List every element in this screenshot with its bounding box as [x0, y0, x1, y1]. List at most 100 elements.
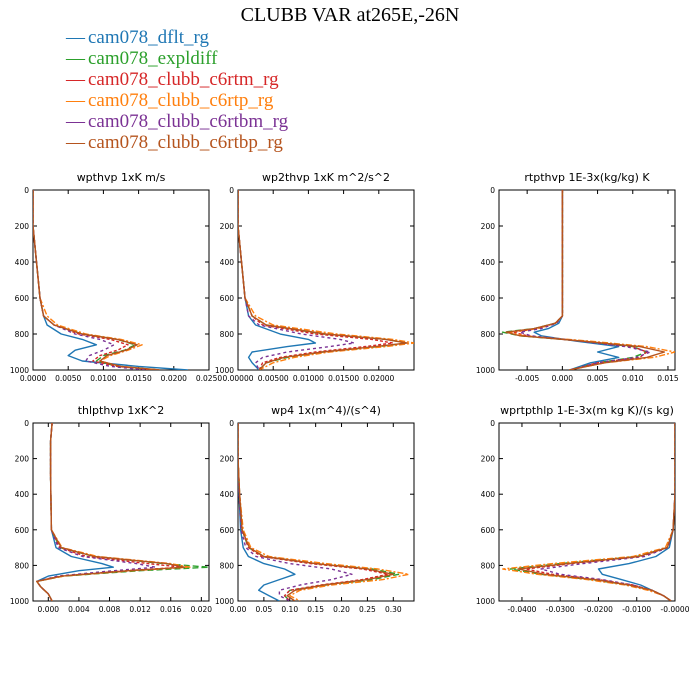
- series-line: [505, 190, 666, 370]
- x-tick-label: 0.00: [230, 605, 247, 614]
- x-tick-label: -0.0200: [584, 605, 613, 614]
- x-tick-label: 0.005: [587, 374, 609, 383]
- y-tick-label: 1000: [10, 597, 29, 606]
- legend-line-swatch: —: [66, 132, 85, 153]
- x-tick-label: 0.01500: [328, 374, 359, 383]
- x-tick-label: 0.004: [68, 605, 90, 614]
- x-tick-label: 0.0250: [196, 374, 222, 383]
- y-tick-label: 400: [15, 490, 30, 499]
- plot-frame: [237, 422, 415, 602]
- series-line: [36, 423, 186, 601]
- x-tick-label: 0.30: [385, 605, 402, 614]
- plot-frame: [498, 189, 676, 371]
- legend-entry: — cam078_clubb_c6rtm_rg: [66, 69, 288, 90]
- x-tick-label: -0.0300: [546, 605, 575, 614]
- y-tick-label: 1000: [476, 366, 495, 375]
- x-tick-label: 0.012: [129, 605, 151, 614]
- chart-panel: wprtpthlp 1-E-3x(m kg K)/(s kg) 0 200 400 60…: [476, 404, 690, 614]
- x-tick-label: -0.0100: [622, 605, 651, 614]
- x-tick-label: 0.000: [552, 374, 574, 383]
- legend-entry: — cam078_clubb_c6rtbm_rg: [66, 111, 288, 132]
- legend-label: cam078_dflt_rg: [88, 27, 210, 48]
- series-line: [597, 423, 675, 601]
- plot-frame: [32, 189, 210, 371]
- y-tick-label: 600: [15, 526, 30, 535]
- series-line: [33, 190, 160, 370]
- y-tick-label: 0: [490, 419, 495, 428]
- y-tick-label: 0: [229, 186, 234, 195]
- series-line: [33, 190, 160, 370]
- y-tick-label: 600: [481, 294, 496, 303]
- legend-line-swatch: —: [66, 69, 85, 90]
- series-line: [509, 423, 675, 601]
- legend-line-swatch: —: [66, 48, 85, 69]
- x-tick-label: 0.02000: [363, 374, 394, 383]
- x-tick-label: 0.25: [359, 605, 376, 614]
- series-line: [238, 423, 353, 601]
- y-tick-label: 400: [15, 258, 30, 267]
- series-line: [238, 190, 414, 370]
- y-tick-label: 1000: [215, 366, 234, 375]
- legend-label: cam078_expldiff: [88, 48, 218, 69]
- series-line: [33, 190, 160, 370]
- series-line: [501, 190, 648, 370]
- y-tick-label: 800: [481, 561, 496, 570]
- y-tick-label: 400: [481, 490, 496, 499]
- plot-frame: [498, 422, 676, 602]
- y-tick-label: 200: [15, 455, 30, 464]
- panel-title: thlpthvp 1xK^2: [78, 404, 165, 417]
- x-tick-label: 0.20: [333, 605, 350, 614]
- series-line: [36, 423, 209, 601]
- legend-label: cam078_clubb_c6rtp_rg: [88, 90, 274, 111]
- y-tick-label: 400: [220, 258, 235, 267]
- y-tick-label: 1000: [215, 597, 234, 606]
- x-tick-label: 0.000: [38, 605, 60, 614]
- x-tick-label: 0.0050: [55, 374, 81, 383]
- legend-line-swatch: —: [66, 90, 85, 111]
- x-tick-label: 0.0150: [125, 374, 151, 383]
- x-tick-label: 0.00500: [258, 374, 289, 383]
- y-tick-label: 600: [220, 526, 235, 535]
- legend-entry: — cam078_expldiff: [66, 48, 288, 69]
- series-line: [238, 423, 296, 601]
- legend-line-swatch: —: [66, 27, 85, 48]
- legend-entry: — cam078_clubb_c6rtbp_rg: [66, 132, 288, 153]
- y-tick-label: 600: [220, 294, 235, 303]
- x-tick-label: -0.0000: [661, 605, 690, 614]
- y-tick-label: 0: [490, 186, 495, 195]
- y-tick-label: 0: [24, 186, 29, 195]
- series-line: [512, 190, 648, 370]
- series-line: [238, 190, 408, 370]
- series-line: [238, 423, 394, 601]
- legend-label: cam078_clubb_c6rtbp_rg: [88, 132, 283, 153]
- panel-title: wpthvp 1xK m/s: [77, 171, 166, 184]
- x-tick-label: 0.015: [657, 374, 679, 383]
- y-tick-label: 200: [15, 222, 30, 231]
- y-tick-label: 600: [15, 294, 30, 303]
- legend-entry: — cam078_dflt_rg: [66, 27, 288, 48]
- series-line: [540, 423, 675, 601]
- y-tick-label: 0: [229, 419, 234, 428]
- y-tick-label: 200: [481, 222, 496, 231]
- figure-title: CLUBB VAR at265E,-26N: [240, 4, 460, 26]
- plot-frame: [32, 422, 210, 602]
- panel-title: wprtpthlp 1-E-3x(m kg K)/(s kg): [500, 404, 674, 417]
- series-line: [502, 423, 675, 601]
- x-tick-label: 0.0200: [161, 374, 187, 383]
- x-tick-label: 0.010: [622, 374, 644, 383]
- legend: — cam078_dflt_rg — cam078_expldiff — cam078_c…: [66, 27, 288, 153]
- x-tick-label: 0.01000: [293, 374, 324, 383]
- series-line: [238, 423, 389, 601]
- panel-title: rtpthvp 1E-3x(kg/kg) K: [524, 171, 650, 184]
- y-tick-label: 200: [220, 455, 235, 464]
- x-tick-label: 0.10: [281, 605, 298, 614]
- chart-panel: rtpthvp 1E-3x(kg/kg) K 0 200 400 600 800 1000 -…: [476, 171, 679, 383]
- series-line: [238, 190, 355, 370]
- y-tick-label: 800: [15, 561, 30, 570]
- x-tick-label: 0.020: [191, 605, 213, 614]
- chart-panel: wp2thvp 1xK m^2/s^2020040060080010000.00…: [215, 171, 415, 383]
- x-tick-label: -0.0400: [507, 605, 536, 614]
- chart-panel: thlpthvp 1xK^2 0 200 400 600 800 1000 0.000 0.00…: [10, 404, 212, 614]
